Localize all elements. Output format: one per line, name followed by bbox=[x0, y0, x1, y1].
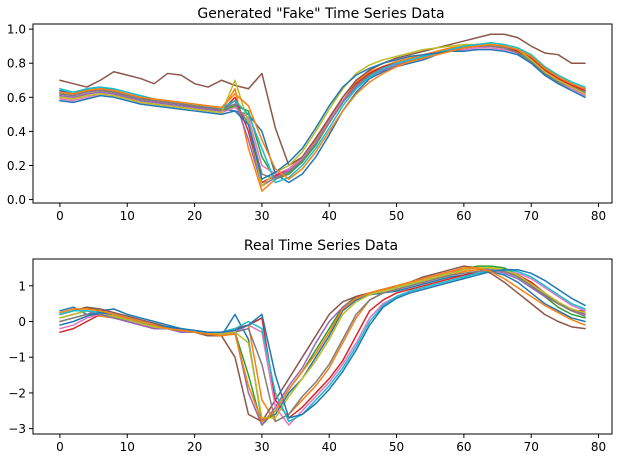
fake-y-tick-label: 0.0 bbox=[7, 193, 26, 207]
real-series-line-6 bbox=[59, 265, 586, 423]
fake-x-tick-label: 30 bbox=[254, 209, 269, 223]
fake-y-tick-label: 0.2 bbox=[7, 159, 26, 173]
real-series-line-1 bbox=[59, 270, 586, 423]
real-x-axis: 0 10 20 30 40 50 60 70 80 bbox=[56, 434, 606, 454]
fake-series-group bbox=[59, 33, 586, 192]
fake-series-line-9 bbox=[59, 43, 586, 187]
fake-x-tick-label: 50 bbox=[389, 209, 404, 223]
fake-y-axis: 0.0 0.2 0.4 0.6 0.8 1.0 bbox=[7, 23, 33, 207]
real-x-tick-label: 0 bbox=[56, 440, 64, 454]
fake-axes-frame bbox=[32, 23, 613, 204]
real-series-line-9 bbox=[59, 267, 586, 419]
real-y-tick-label: 0 bbox=[18, 315, 26, 329]
fake-series-line-8 bbox=[59, 45, 586, 180]
real-series-group bbox=[59, 265, 586, 426]
real-y-axis: −3 −2 −1 0 1 bbox=[8, 279, 33, 436]
fake-x-tick-label: 0 bbox=[56, 209, 64, 223]
real-x-tick-label: 40 bbox=[322, 440, 337, 454]
fake-x-tick-label: 80 bbox=[591, 209, 606, 223]
fake-x-tick-label: 10 bbox=[120, 209, 135, 223]
real-x-tick-label: 10 bbox=[120, 440, 135, 454]
fake-x-tick-label: 60 bbox=[456, 209, 471, 223]
fake-y-tick-label: 0.4 bbox=[7, 125, 26, 139]
real-x-tick-label: 60 bbox=[456, 440, 471, 454]
fake-series-line-3 bbox=[59, 45, 586, 180]
real-chart-title: Real Time Series Data bbox=[244, 238, 398, 254]
fake-x-tick-label: 20 bbox=[187, 209, 202, 223]
fake-y-tick-label: 0.6 bbox=[7, 91, 26, 105]
fake-y-tick-label: 0.8 bbox=[7, 57, 26, 71]
fake-series-line-1 bbox=[59, 43, 586, 184]
real-y-tick-label: −1 bbox=[8, 351, 26, 365]
real-y-tick-label: −2 bbox=[8, 386, 26, 400]
real-x-tick-label: 50 bbox=[389, 440, 404, 454]
real-x-tick-label: 30 bbox=[254, 440, 269, 454]
fake-series-line-12 bbox=[59, 43, 586, 180]
real-y-tick-label: 1 bbox=[18, 279, 26, 293]
real-series-line-12 bbox=[59, 267, 586, 423]
real-x-tick-label: 80 bbox=[591, 440, 606, 454]
real-data-subplot: Real Time Series Data 0 10 20 30 40 50 60 70 80 … bbox=[8, 238, 613, 454]
real-x-tick-label: 20 bbox=[187, 440, 202, 454]
fake-x-axis: 0 10 20 30 40 50 60 70 80 bbox=[56, 203, 606, 223]
real-series-line-7 bbox=[59, 270, 586, 426]
fake-series-line-10 bbox=[59, 42, 586, 184]
real-y-tick-label: −3 bbox=[8, 422, 26, 436]
real-x-tick-label: 70 bbox=[524, 440, 539, 454]
fake-y-tick-label: 1.0 bbox=[7, 23, 26, 37]
fake-x-tick-label: 70 bbox=[524, 209, 539, 223]
fake-x-tick-label: 40 bbox=[322, 209, 337, 223]
fake-series-line-7 bbox=[59, 47, 586, 175]
fake-series-line-11 bbox=[59, 48, 586, 180]
fake-chart-title: Generated "Fake" Time Series Data bbox=[197, 6, 444, 22]
real-axes-frame bbox=[32, 258, 613, 435]
fake-series-line-4 bbox=[59, 45, 586, 184]
fake-series-line-6 bbox=[59, 33, 586, 167]
fake-data-subplot: Generated "Fake" Time Series Data 0 10 20 3… bbox=[7, 6, 613, 223]
real-series-line-2 bbox=[59, 267, 586, 423]
